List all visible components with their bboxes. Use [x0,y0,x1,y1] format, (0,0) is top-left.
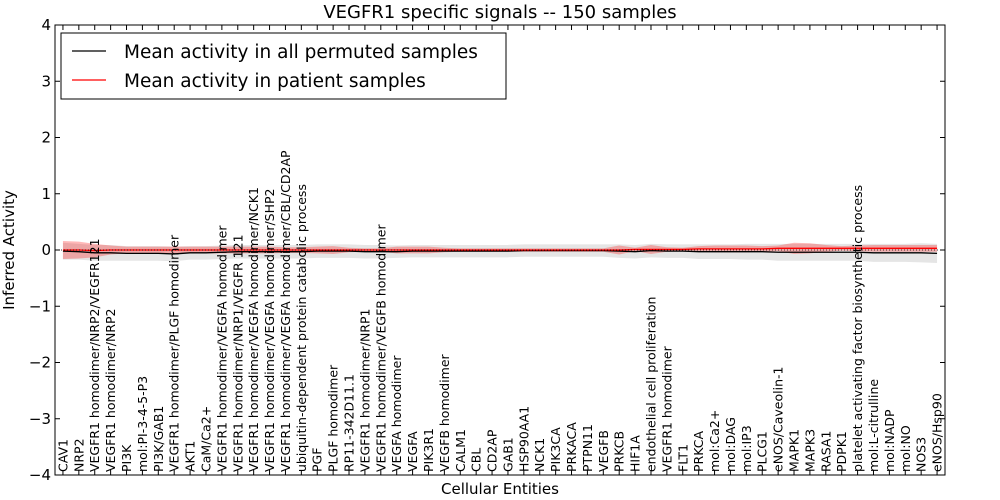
x-tick-label-2: VEGFR1 homodimer/NRP2/VEGFR121 [87,238,102,472]
x-tick-label-17: PLGF homodimer [326,364,341,472]
x-tick-label-37: endothelial cell proliferation [643,297,658,472]
x-tick-label-18: RP11-342D11.1 [342,374,357,472]
line-series-0 [62,249,938,255]
x-tick-label-40: PRKCA [691,431,706,472]
chart-title: VEGFR1 specific signals -- 150 samples [323,2,676,23]
x-tick-label-46: MAPK1 [787,429,802,472]
x-tick-label-14: VEGFR1 homodimer/VEGFA homodimer/CBL/CD2… [278,150,293,472]
x-tick-label-25: CALM1 [453,429,468,472]
y-tick-label-1: −3 [29,410,51,428]
x-tick-label-1: NRP2 [71,438,86,472]
x-tick-label-28: GAB1 [500,437,515,472]
legend-label-permuted: Mean activity in all permuted samples [124,42,478,63]
x-tick-label-11: VEGFR1 homodimer/NRP1/VEGFR 121 [230,234,245,472]
y-tick-label-5: 1 [41,185,51,203]
x-tick-label-20: VEGFR1 homodimer/VEGFB homodimer [373,224,388,472]
x-tick-label-38: VEGFR1 homodimer [659,345,674,472]
x-tick-label-23: PIK3R1 [421,428,436,472]
x-tick-label-5: mol:PI-3-4-5-P3 [135,376,150,472]
x-tick-label-24: VEGFB homodimer [437,353,452,472]
x-tick-label-16: PGF [310,448,325,472]
x-tick-label-8: AKT1 [183,441,198,472]
x-tick-label-10: VEGFR1 homodimer/VEGFA homodimer [214,225,229,472]
x-tick-label-35: PRKCB [612,431,627,472]
x-tick-label-49: PDPK1 [834,431,849,472]
x-tick-label-34: VEGFB [596,430,611,472]
x-tick-label-54: NOS3 [914,437,929,472]
x-tick-label-45: eNOS/Caveolin-1 [771,367,786,472]
x-tick-label-19: VEGFR1 homodimer/NRP1 [357,309,372,472]
x-tick-label-31: PIK3CA [548,427,563,472]
x-tick-label-33: PTPN11 [580,424,595,472]
x-tick-label-3: VEGFR1 homodimer/NRP2 [103,309,118,472]
x-tick-label-53: mol:NO [898,425,913,472]
x-tick-label-43: mol:IP3 [739,425,754,472]
x-tick-label-39: FLT1 [675,444,690,472]
x-tick-label-4: PI3K [119,444,134,472]
x-tick-label-48: RASA1 [818,431,833,472]
y-tick-label-4: 0 [41,241,51,259]
y-tick-label-3: −1 [29,297,51,315]
x-axis-label: Cellular Entities [441,480,559,498]
x-tick-label-36: HIF1A [628,435,643,472]
legend: Mean activity in all permuted samples Me… [60,32,507,100]
x-tick-label-50: platelet activating factor biosynthetic … [850,185,865,472]
x-tick-label-30: NCK1 [532,438,547,472]
x-tick-label-55: eNOS/Hsp90 [930,393,945,472]
y-axis: −4 −3 −2 −1 0 1 2 3 4 [29,16,945,484]
y-tick-label-7: 3 [41,72,51,90]
y-tick-label-0: −4 [29,466,51,484]
x-tick-label-13: VEGFR1 homodimer/VEGFA homodimer/SHP2 [262,188,277,472]
x-tick-label-26: CBL [469,448,484,472]
x-tick-label-7: VEGFR1 homodimer/PLGF homodimer [167,234,182,472]
x-tick-label-0: CAV1 [55,439,70,472]
y-axis-label: Inferred Activity [0,190,18,310]
y-tick-label-6: 2 [41,129,51,147]
x-tick-label-51: mol:L-citrulline [866,379,881,472]
x-tick-label-9: CaM/Ca2+ [198,406,213,472]
x-tick-label-27: CD2AP [485,429,500,472]
x-tick-label-21: VEGFA homodimer [389,355,404,472]
x-tick-label-41: mol:Ca2+ [707,410,722,472]
y-tick-label-2: −2 [29,354,51,372]
band-series-0 [62,242,938,263]
x-tick-label-47: MAPK3 [802,429,817,472]
x-tick-label-29: HSP90AA1 [516,406,531,472]
x-tick-label-6: PI3K/GAB1 [151,406,166,472]
y-tick-label-8: 4 [41,16,51,34]
x-tick-label-12: VEGFR1 homodimer/VEGFA homodimer/NCK1 [246,187,261,472]
x-tick-label-22: VEGFA [405,431,420,472]
x-tick-label-42: mol:DAG [723,417,738,472]
x-tick-label-32: PRKACA [564,422,579,472]
x-axis: CAV1 NRP2 VEGFR1 homodimer/NRP2/VEGFR121 VE… [55,25,945,475]
x-tick-label-52: mol:NADP [882,409,897,472]
legend-box [60,32,507,100]
x-tick-label-44: PLCG1 [755,431,770,472]
legend-label-patient: Mean activity in patient samples [124,71,426,92]
x-tick-label-15: ubiquitin-dependent protein catabolic pr… [294,184,309,472]
